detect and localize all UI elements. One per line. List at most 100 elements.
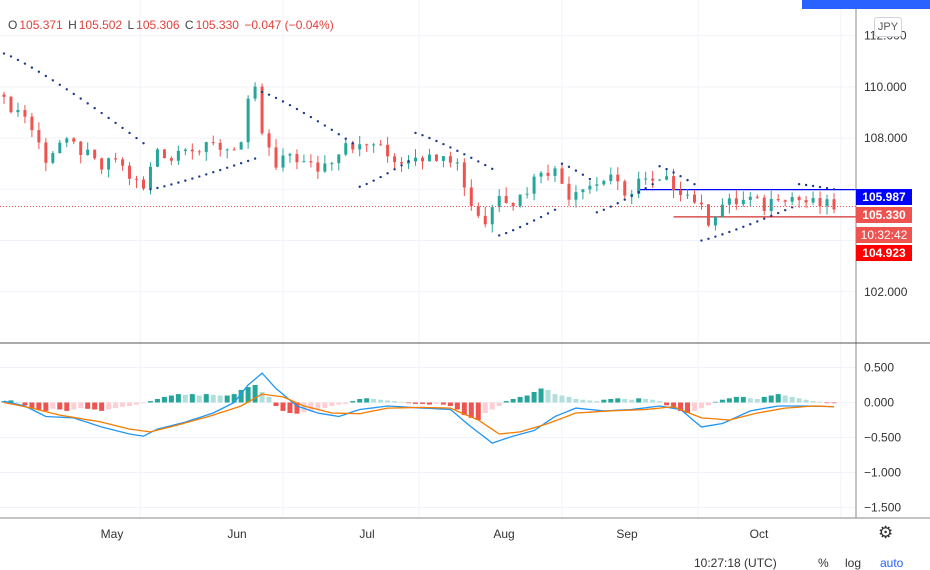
psar-dot: [428, 136, 431, 140]
time-axis[interactable]: May Jun Jul Aug Sep Oct: [101, 527, 769, 541]
psar-dot: [9, 55, 13, 58]
psar-dot: [665, 167, 668, 171]
macd-tick-label: −1.000: [864, 466, 901, 480]
candle-body: [86, 149, 90, 155]
last-price-tag: 105.330: [856, 207, 912, 223]
time-tick-label: Aug: [493, 527, 514, 541]
candle-body: [239, 142, 243, 150]
percent-toggle[interactable]: %: [818, 556, 829, 570]
histogram-bar: [531, 392, 537, 403]
candle-body: [553, 168, 557, 176]
time-tick-label: May: [101, 527, 124, 541]
psar-dot: [525, 222, 529, 226]
candle-body: [37, 130, 41, 143]
macd-axis[interactable]: 0.500 0.000 −0.500 −1.000 −1.500: [864, 361, 901, 515]
histogram-bar: [503, 401, 509, 403]
psar-dot: [735, 228, 738, 231]
histogram-bar: [329, 402, 335, 406]
histogram-bar: [419, 402, 425, 404]
psar-dot: [93, 106, 96, 110]
change-value: −0.047 (−0.04%): [244, 18, 334, 32]
psar-dot: [574, 169, 578, 172]
histogram-bar: [517, 396, 523, 403]
psar-dot: [2, 52, 6, 55]
histogram-bar: [643, 399, 649, 403]
candle-body: [462, 162, 466, 188]
candle-body: [218, 142, 222, 150]
candle-body: [546, 172, 550, 176]
psar-dot: [288, 103, 292, 107]
psar-dot: [484, 163, 487, 167]
time-tick-label: Oct: [750, 527, 769, 541]
open-value: 105.371: [19, 18, 63, 32]
histogram-bar: [294, 402, 300, 414]
psar-dot: [693, 182, 696, 186]
candle-body: [246, 98, 250, 143]
psar-dot: [100, 111, 103, 115]
histogram-bar: [754, 399, 760, 403]
histogram-bar: [824, 402, 830, 404]
candle-body: [414, 157, 418, 162]
psar-dot: [777, 211, 780, 215]
macd-tick-label: 0.500: [864, 361, 894, 375]
histogram-bar: [231, 394, 237, 403]
histogram-bar: [245, 387, 251, 403]
histogram-bar: [733, 396, 739, 403]
utc-clock[interactable]: 10:27:18 (UTC): [694, 556, 777, 570]
psar-dot: [393, 168, 396, 171]
candle-body: [148, 166, 152, 189]
psar-dot: [107, 116, 110, 120]
log-toggle[interactable]: log: [845, 556, 862, 570]
close-value: 105.330: [195, 18, 239, 32]
candle-body: [637, 178, 641, 194]
psar-dot: [560, 162, 564, 165]
open-label: O: [8, 18, 18, 32]
time-tick-label: Jun: [227, 527, 246, 541]
candle-body: [155, 149, 159, 167]
histogram-bar: [573, 399, 579, 403]
psar-dot: [714, 235, 717, 238]
gear-icon[interactable]: ⚙: [878, 523, 894, 542]
candle-body: [190, 149, 194, 152]
psar-dot: [749, 222, 752, 226]
candle-body: [455, 162, 459, 164]
psar-dot: [323, 124, 327, 127]
histogram-bar: [266, 396, 272, 403]
candle-body: [302, 161, 306, 163]
histogram-bar: [413, 402, 419, 404]
histogram-bar: [134, 402, 140, 405]
macd-histogram: [1, 385, 837, 420]
candle-body: [811, 198, 815, 203]
psar-dot: [595, 211, 599, 214]
histogram-bar: [140, 402, 146, 404]
psar-dot: [546, 212, 550, 215]
histogram-bar: [775, 394, 781, 403]
psar-dot: [351, 142, 354, 145]
psar-dot: [30, 66, 34, 69]
top-toolbar-accent[interactable]: [802, 0, 930, 9]
auto-toggle[interactable]: auto: [880, 556, 904, 570]
psar-dot: [783, 208, 787, 212]
psar-dot: [797, 182, 801, 186]
currency-button[interactable]: JPY: [874, 17, 902, 37]
histogram-bar: [168, 395, 174, 403]
histogram-bar: [43, 402, 49, 411]
histogram-bar: [580, 399, 586, 403]
histogram-bar: [64, 402, 70, 411]
histogram-bar: [259, 392, 265, 403]
histogram-bar: [154, 399, 160, 403]
candle-body: [476, 206, 480, 216]
candle-body: [469, 187, 473, 207]
candle-body: [309, 161, 313, 163]
horizontal-lines[interactable]: [638, 188, 856, 218]
histogram-bar: [552, 394, 558, 403]
psar-dot: [825, 186, 829, 190]
candle-body: [713, 216, 717, 226]
candle-body: [253, 86, 257, 99]
histogram-bar: [657, 401, 663, 403]
psar-dot: [295, 107, 299, 111]
candle-body: [260, 86, 264, 134]
psar-dot: [149, 188, 152, 191]
